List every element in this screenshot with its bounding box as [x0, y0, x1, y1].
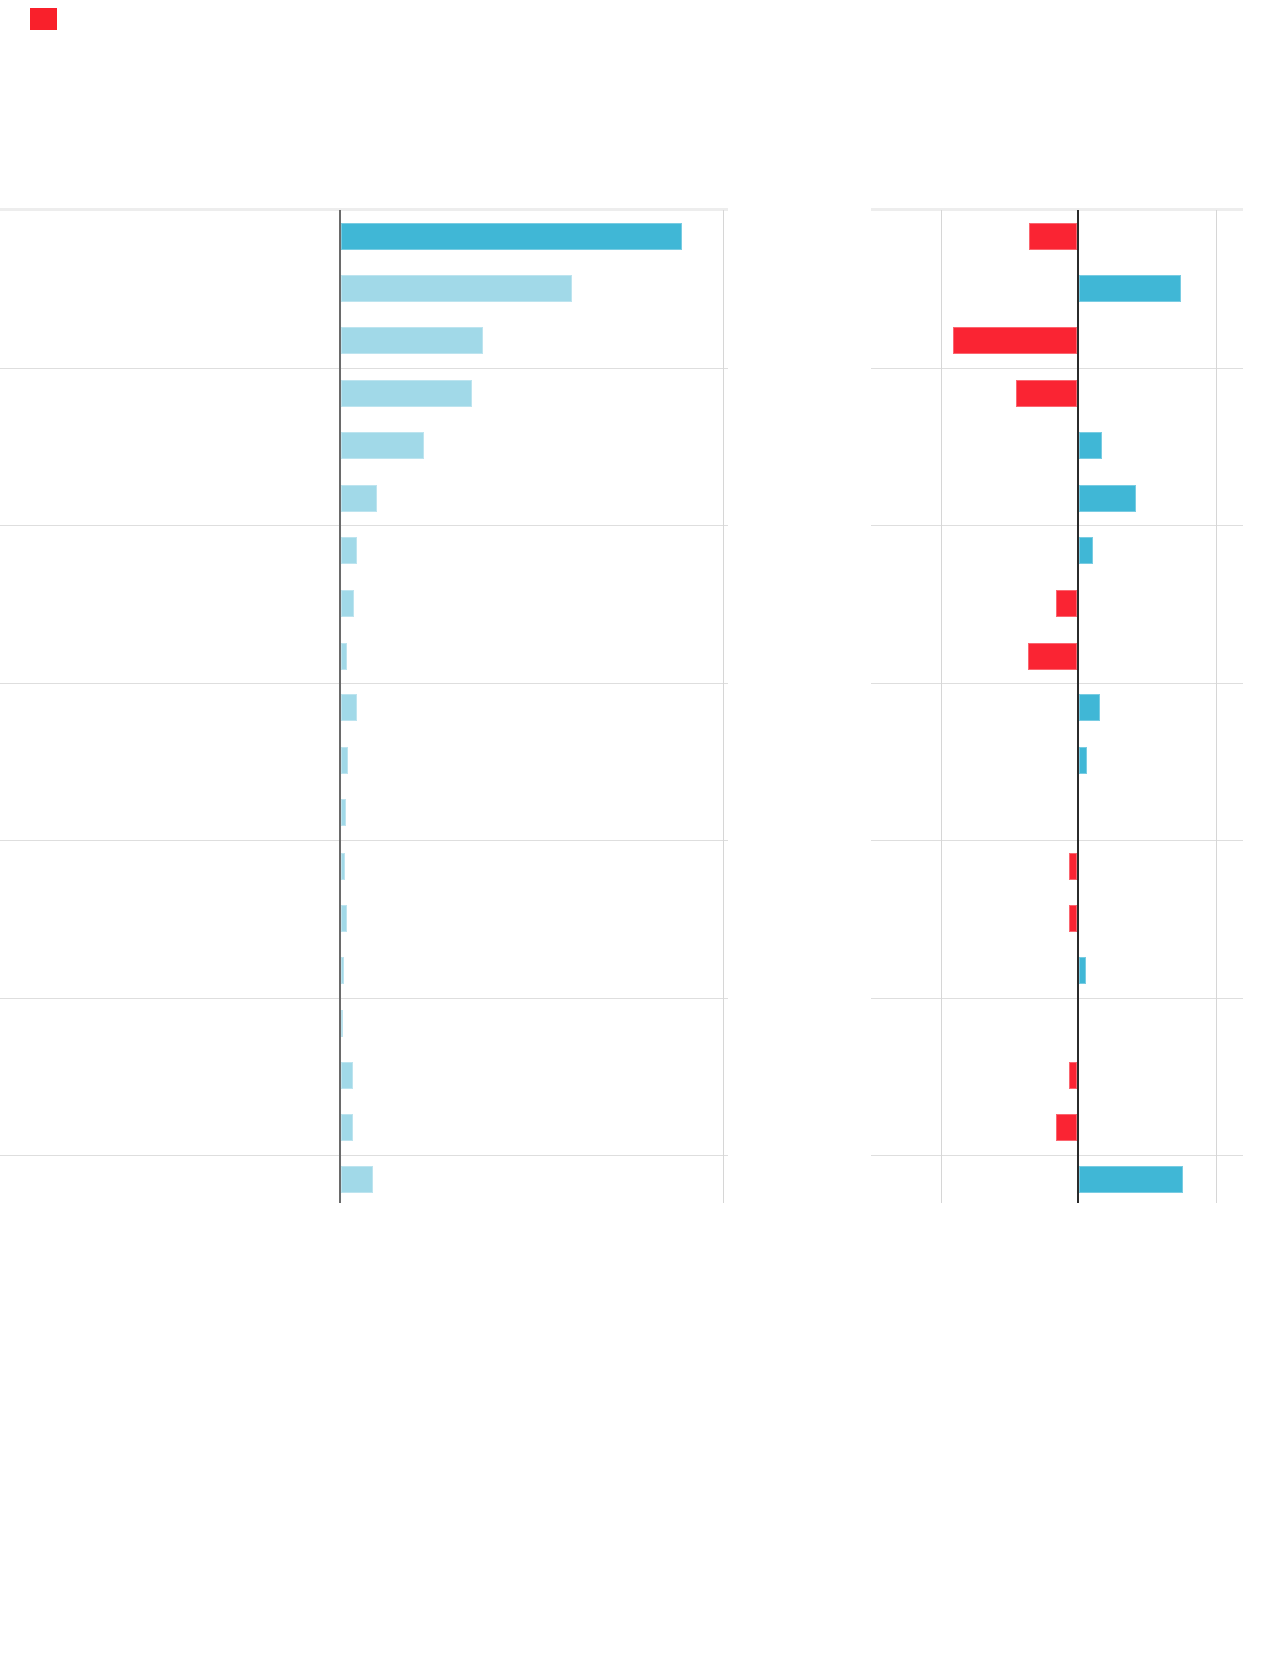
gridline	[871, 998, 1243, 999]
bar	[1056, 1114, 1077, 1141]
bar	[1079, 275, 1181, 302]
gridline	[0, 368, 728, 369]
bar	[341, 694, 357, 721]
bar	[341, 643, 347, 670]
gridline	[0, 683, 728, 684]
gridline	[0, 840, 728, 841]
bar	[1079, 957, 1086, 984]
vertical-gridline	[723, 210, 724, 1203]
bar	[1069, 1062, 1077, 1089]
gridline	[871, 683, 1243, 684]
red-marker	[30, 8, 57, 30]
bar	[1079, 694, 1100, 721]
bar	[341, 432, 424, 459]
bar	[341, 1010, 343, 1037]
bar	[341, 957, 344, 984]
gridline	[0, 208, 728, 211]
bar	[341, 275, 572, 302]
gridline	[871, 368, 1243, 369]
gridline	[0, 1155, 728, 1156]
gridline	[0, 525, 728, 526]
zero-axis-line	[339, 210, 341, 1203]
bar	[1069, 853, 1077, 880]
bar	[341, 590, 354, 617]
bar	[1079, 747, 1087, 774]
gridline	[871, 208, 1243, 211]
bar	[341, 1166, 373, 1193]
bar	[341, 905, 347, 932]
bar	[341, 853, 345, 880]
bar	[341, 327, 483, 354]
bar	[341, 747, 348, 774]
bar	[1079, 432, 1102, 459]
vertical-gridline	[1216, 210, 1217, 1203]
bar	[341, 537, 357, 564]
bar	[1028, 643, 1077, 670]
zero-axis-line	[1077, 210, 1079, 1203]
bar	[341, 380, 472, 407]
bar	[1069, 905, 1077, 932]
gridline	[871, 1155, 1243, 1156]
gridline	[871, 525, 1243, 526]
bar	[1056, 590, 1077, 617]
vertical-gridline	[941, 210, 942, 1203]
gridline	[0, 998, 728, 999]
bar	[341, 485, 377, 512]
bar	[1079, 485, 1136, 512]
bar	[341, 1114, 353, 1141]
bar	[341, 1062, 353, 1089]
bar	[1079, 537, 1093, 564]
gridline	[871, 840, 1243, 841]
bar	[1016, 380, 1077, 407]
bar	[953, 327, 1077, 354]
bar	[341, 223, 682, 250]
bar	[1029, 223, 1077, 250]
bar	[1079, 1166, 1183, 1193]
bar	[341, 799, 346, 826]
